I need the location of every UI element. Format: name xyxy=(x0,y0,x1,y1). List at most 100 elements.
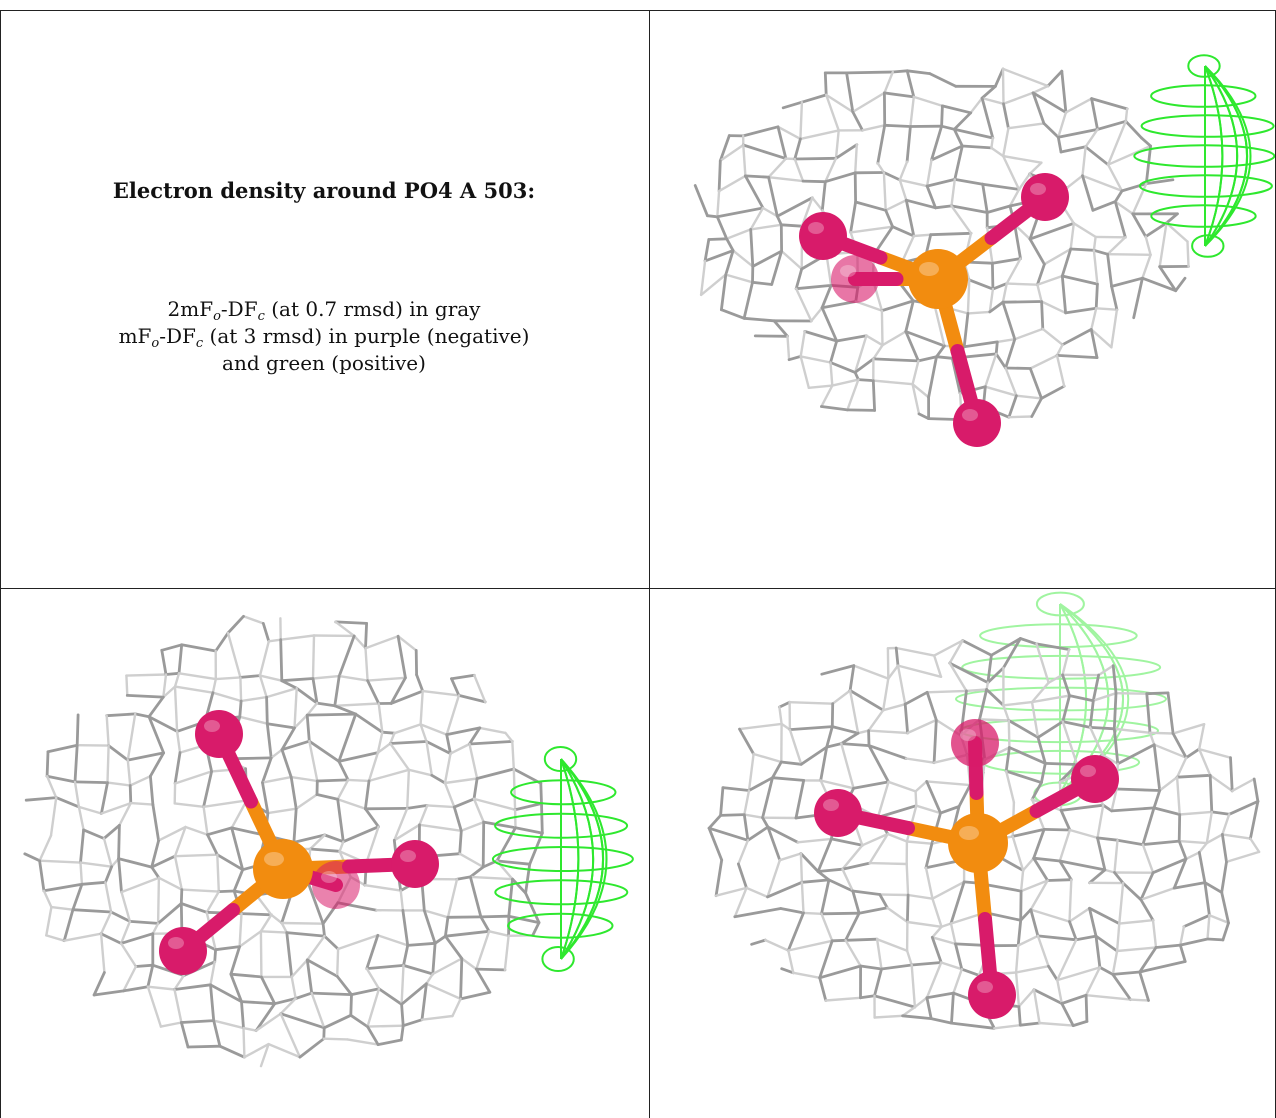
mesh-strand xyxy=(336,778,350,801)
mesh-strand xyxy=(261,775,293,784)
mesh-strand xyxy=(104,865,113,884)
mesh-strand xyxy=(986,653,993,684)
mesh-strand xyxy=(1249,799,1260,841)
oxygen-highlight xyxy=(168,937,184,949)
mesh-strand xyxy=(226,614,245,635)
mesh-strand xyxy=(1139,886,1176,901)
mesh-strand xyxy=(315,778,350,783)
mesh-strand xyxy=(969,96,984,115)
mesh-strand xyxy=(1056,978,1063,1005)
mesh-strand xyxy=(933,639,964,657)
mesh-strand xyxy=(1175,756,1188,779)
mesh-strand xyxy=(819,745,829,782)
mesh-strand xyxy=(393,823,421,842)
mesh-strand xyxy=(905,69,916,99)
mesh-strand xyxy=(1175,775,1181,816)
mesh-strand xyxy=(714,858,724,898)
mesh-strand xyxy=(173,974,186,991)
mesh-strand xyxy=(308,739,319,783)
mesh-strand xyxy=(443,934,464,960)
mesh-strand xyxy=(1116,743,1156,766)
line2-rest: (at 3 rmsd) in purple (negative) xyxy=(203,324,530,348)
mesh-strand xyxy=(841,844,864,871)
mesh-strand xyxy=(238,699,243,719)
mesh-strand xyxy=(1203,881,1224,894)
mesh-strand xyxy=(63,932,103,942)
mesh-strand xyxy=(1068,828,1099,840)
mesh-strand xyxy=(1152,789,1162,810)
mesh-strand xyxy=(1178,937,1209,947)
mesh-strand xyxy=(1056,128,1099,139)
mesh-strand xyxy=(980,96,995,140)
mesh-strand xyxy=(1151,857,1188,875)
mesh-strand xyxy=(306,701,319,717)
mesh-strand xyxy=(1036,934,1078,942)
mesh-strand xyxy=(787,939,834,952)
mesh-strand xyxy=(1112,691,1118,731)
phosphate-molecule xyxy=(814,719,1119,1019)
mesh-strand xyxy=(79,861,84,886)
mesh-strand xyxy=(377,702,384,734)
mesh-strand xyxy=(1001,300,1044,304)
mesh-strand xyxy=(1090,307,1098,331)
mesh-strand xyxy=(794,283,833,291)
mesh-strand xyxy=(978,688,989,721)
oxygen-highlight xyxy=(960,729,976,741)
mesh-strand xyxy=(707,813,722,830)
mesh-strand xyxy=(126,751,166,762)
mesh-strand xyxy=(100,801,133,815)
mesh-strand xyxy=(180,643,218,653)
mesh-strand xyxy=(925,780,972,787)
mesh-strand xyxy=(1118,881,1125,925)
mesh-strand xyxy=(1118,919,1155,925)
mesh-strand xyxy=(202,799,248,809)
mesh-strand xyxy=(761,776,774,820)
mesh-strand xyxy=(980,96,1005,106)
oxygen-atom xyxy=(831,255,879,303)
mesh-strand xyxy=(930,935,943,964)
mesh-strand xyxy=(939,805,961,815)
phosphorus-highlight xyxy=(919,262,939,276)
mesh-strand xyxy=(716,189,721,219)
mesh-strand xyxy=(820,664,856,676)
mesh-strand xyxy=(82,828,106,840)
green-mesh-ring xyxy=(510,779,617,806)
mesh-strand xyxy=(99,932,106,974)
mesh-strand xyxy=(1252,777,1260,803)
mesh-strand xyxy=(150,854,177,869)
mesh-strand xyxy=(267,1042,302,1059)
mesh-strand xyxy=(1148,731,1175,735)
mesh-strand xyxy=(931,936,957,946)
green-mesh-meridian xyxy=(560,758,605,960)
mesh-strand xyxy=(867,744,908,760)
mesh-strand xyxy=(443,915,450,938)
mesh-strand xyxy=(290,775,319,783)
mesh-strand xyxy=(994,352,1008,370)
mesh-strand xyxy=(787,949,795,974)
mesh-strand xyxy=(363,807,380,829)
caption-line-green: and green (positive) xyxy=(222,351,426,375)
mesh-strand xyxy=(156,876,161,925)
oxygen-atom xyxy=(159,927,207,975)
mesh-strand xyxy=(1011,835,1025,872)
mesh-strand xyxy=(289,775,298,811)
mesh-strand xyxy=(1198,722,1206,751)
mesh-strand xyxy=(104,881,113,914)
mesh-strand xyxy=(80,880,107,886)
mesh-strand xyxy=(336,797,345,844)
mesh-strand xyxy=(1055,343,1064,357)
mesh-strand xyxy=(279,634,316,641)
mesh-strand xyxy=(823,71,828,97)
mesh-strand xyxy=(280,679,299,690)
mesh-strand xyxy=(824,93,855,114)
mesh-strand xyxy=(240,912,273,917)
mesh-strand xyxy=(731,249,755,268)
mesh-strand xyxy=(990,136,994,150)
mesh-strand xyxy=(904,330,946,348)
mesh-strand xyxy=(950,356,962,395)
mesh-strand xyxy=(202,769,214,809)
mesh-strand xyxy=(402,943,410,967)
mesh-strand xyxy=(880,299,915,313)
mesh-strand xyxy=(1042,827,1072,832)
mesh-strand xyxy=(898,178,929,188)
